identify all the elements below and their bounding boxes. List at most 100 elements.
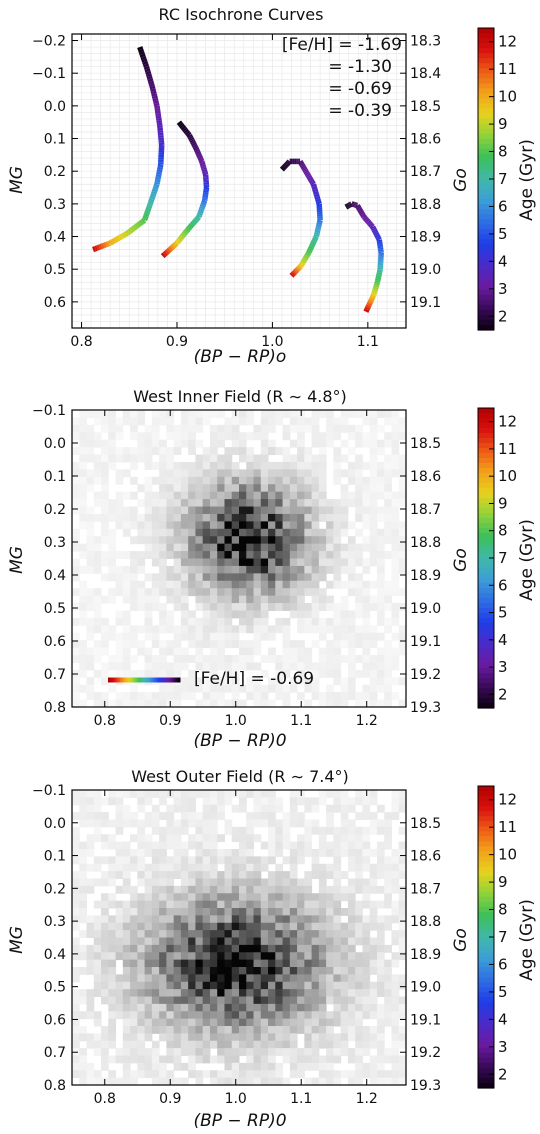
heatmap-cell xyxy=(115,974,124,983)
heatmap-cell xyxy=(188,930,196,938)
heatmap-cell xyxy=(369,595,378,604)
heatmap-cell xyxy=(130,1077,138,1086)
heatmap-cell xyxy=(202,610,211,619)
heatmap-cell xyxy=(384,974,392,983)
heatmap-cell xyxy=(297,625,305,634)
isochrone-segment xyxy=(150,88,157,92)
heatmap-cell xyxy=(326,1062,334,1071)
heatmap-cell xyxy=(268,677,276,686)
heatmap-cell xyxy=(246,655,255,663)
heatmap-cell xyxy=(115,521,124,530)
heatmap-cell xyxy=(391,692,400,701)
heatmap-cell xyxy=(318,1011,327,1020)
heatmap-cell xyxy=(398,893,407,902)
heatmap-cell xyxy=(188,469,196,478)
heatmap-cell xyxy=(79,930,88,938)
heatmap-cell xyxy=(151,996,160,1005)
heatmap-cell xyxy=(260,669,269,678)
x-tick-label: 1.2 xyxy=(356,713,378,729)
heatmap-cell xyxy=(297,952,305,961)
right-tick-label: 19.0 xyxy=(410,980,441,996)
isochrone-segment xyxy=(141,58,148,63)
heatmap-cell xyxy=(130,812,138,820)
heatmap-cell xyxy=(159,640,167,649)
heatmap-cell xyxy=(173,595,182,604)
heatmap-cell xyxy=(340,1033,349,1042)
heatmap-cell xyxy=(282,1011,291,1020)
heatmap-cell xyxy=(159,856,167,865)
heatmap-cell xyxy=(122,1048,131,1056)
heatmap-cell xyxy=(188,513,196,522)
heatmap-cell xyxy=(122,974,131,983)
isochrone-segment xyxy=(311,237,318,242)
heatmap-cell xyxy=(188,410,196,418)
colorbar-band xyxy=(478,871,494,878)
colorbar-band xyxy=(478,791,494,797)
heatmap-cell xyxy=(72,543,80,552)
heatmap-cell xyxy=(108,439,117,448)
heatmap-cell xyxy=(122,662,131,671)
heatmap-cell xyxy=(159,996,167,1005)
heatmap-cell xyxy=(318,410,327,418)
heatmap-cell xyxy=(311,863,320,872)
feh-annotation-2: = -1.30 xyxy=(328,57,392,77)
heatmap-cell xyxy=(333,580,342,589)
heatmap-cell xyxy=(311,684,320,693)
heatmap-cell xyxy=(195,640,204,649)
heatmap-cell xyxy=(202,819,211,828)
heatmap-cell xyxy=(188,461,196,470)
isochrone-segment xyxy=(146,202,153,207)
heatmap-cell xyxy=(86,528,95,537)
heatmap-cell xyxy=(362,981,371,990)
heatmap-cell xyxy=(180,937,189,946)
heatmap-cell xyxy=(340,640,349,649)
heatmap-cell xyxy=(376,1062,385,1071)
heatmap-cell xyxy=(275,476,284,485)
heatmap-cell xyxy=(151,915,160,924)
heatmap-cell xyxy=(231,952,240,961)
heatmap-cell xyxy=(79,432,88,441)
heatmap-cell xyxy=(297,981,305,990)
heatmap-cell xyxy=(333,432,342,441)
heatmap-cell xyxy=(282,655,291,663)
heatmap-cell xyxy=(347,410,356,418)
colorbar-tick-label: 9 xyxy=(498,115,508,133)
heatmap-cell xyxy=(195,878,204,887)
heatmap-cell xyxy=(246,551,255,559)
heatmap-cell xyxy=(347,632,356,641)
heatmap-cell xyxy=(130,885,138,894)
isochrone-segment xyxy=(370,225,376,230)
heatmap-cell xyxy=(246,558,255,567)
heatmap-cell xyxy=(209,1026,218,1034)
plot-area xyxy=(71,33,407,329)
heatmap-cell xyxy=(159,491,167,500)
heatmap-cell xyxy=(326,900,334,909)
heatmap-cell xyxy=(101,1048,109,1056)
heatmap-cell xyxy=(93,439,102,448)
heatmap-cell xyxy=(180,484,189,493)
heatmap-cell xyxy=(282,447,291,456)
heatmap-cell xyxy=(340,841,349,850)
heatmap-cell xyxy=(137,819,146,828)
heatmap-cell xyxy=(355,513,363,522)
heatmap-cell xyxy=(166,996,175,1005)
heatmap-cell xyxy=(260,1026,269,1034)
heatmap-cell xyxy=(355,499,363,508)
heatmap-cell xyxy=(340,491,349,500)
y-tick-label: 0.3 xyxy=(44,535,66,551)
heatmap-cell xyxy=(231,930,240,938)
heatmap-cell xyxy=(209,834,218,843)
heatmap-cell xyxy=(101,812,109,820)
heatmap-cell xyxy=(122,908,131,916)
heatmap-cell xyxy=(369,521,378,530)
heatmap-cell xyxy=(260,543,269,552)
heatmap-cell xyxy=(391,588,400,597)
heatmap-cell xyxy=(195,871,204,879)
heatmap-cell xyxy=(72,536,80,545)
heatmap-cell xyxy=(311,558,320,567)
heatmap-cell xyxy=(224,849,233,857)
heatmap-cell xyxy=(355,1070,363,1079)
heatmap-cell xyxy=(224,952,233,961)
heatmap-cell xyxy=(369,996,378,1005)
